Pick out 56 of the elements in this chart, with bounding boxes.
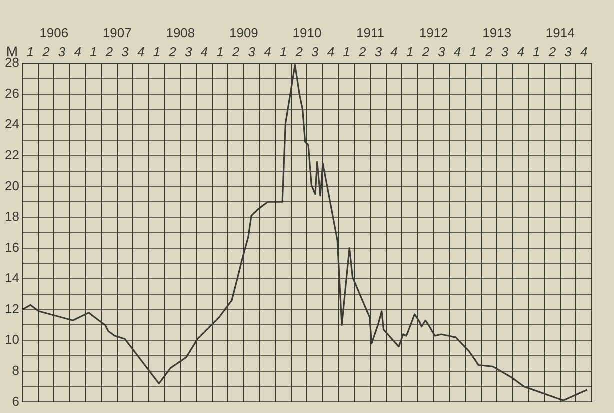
- text: 4: [580, 44, 588, 60]
- y-tick-label: 8: [12, 362, 20, 378]
- text: 3: [184, 44, 193, 60]
- text: 2: [42, 44, 51, 60]
- text: 3: [312, 44, 320, 60]
- x-tick-label: 1912: [419, 25, 448, 40]
- text: 1: [343, 44, 350, 60]
- text: 2: [294, 44, 304, 60]
- y-tick-label: 10: [4, 332, 20, 348]
- text: 3: [501, 44, 510, 60]
- text: 1: [280, 44, 288, 60]
- x-tick-label: 1914: [546, 25, 575, 40]
- y-tick-label: 20: [4, 178, 20, 194]
- text: 4: [264, 44, 272, 60]
- text: 1: [470, 44, 477, 60]
- x-tick-label: 1908: [166, 25, 196, 40]
- x-tick-label: 1911: [356, 25, 384, 40]
- y-tick-label: 12: [4, 301, 20, 316]
- text: 4: [137, 44, 145, 60]
- text: 3: [438, 44, 446, 60]
- text: 4: [454, 44, 462, 60]
- text: 2: [421, 44, 430, 60]
- text: 2: [358, 44, 367, 60]
- x-tick-label: 1909: [229, 25, 258, 40]
- text: 4: [200, 44, 208, 60]
- text: 2: [231, 44, 240, 60]
- x-tick-label: 1910: [292, 25, 322, 40]
- text: 3: [374, 44, 383, 60]
- text: 4: [74, 44, 82, 60]
- text: 1: [216, 44, 224, 60]
- text: 1: [90, 44, 98, 60]
- text: 1: [26, 44, 34, 60]
- text: 1: [153, 44, 161, 60]
- y-tick-label: 24: [4, 116, 20, 132]
- text: 4: [327, 44, 335, 60]
- text: 1: [406, 44, 414, 60]
- y-tick-label: 18: [4, 209, 20, 224]
- text: 1: [533, 44, 540, 60]
- text: 3: [122, 44, 130, 60]
- text: 3: [248, 44, 256, 60]
- text: 3: [564, 44, 573, 60]
- x-tick-label: 1907: [102, 25, 132, 40]
- text: 2: [104, 44, 114, 60]
- text: 2: [168, 44, 178, 60]
- x-tick-label: 1906: [40, 25, 69, 40]
- y-tick-label: 16: [4, 240, 20, 255]
- y-tick-label: 6: [12, 394, 20, 409]
- text: 4: [517, 44, 524, 60]
- y-tick-label: 22: [4, 148, 20, 163]
- y-tick-label: 26: [4, 86, 20, 101]
- text: 3: [58, 44, 66, 60]
- y-tick-label: 14: [4, 270, 20, 286]
- text: 2: [484, 44, 494, 60]
- text: 4: [390, 44, 398, 60]
- text: 2: [548, 44, 557, 60]
- x-tick-label: 1913: [482, 25, 512, 40]
